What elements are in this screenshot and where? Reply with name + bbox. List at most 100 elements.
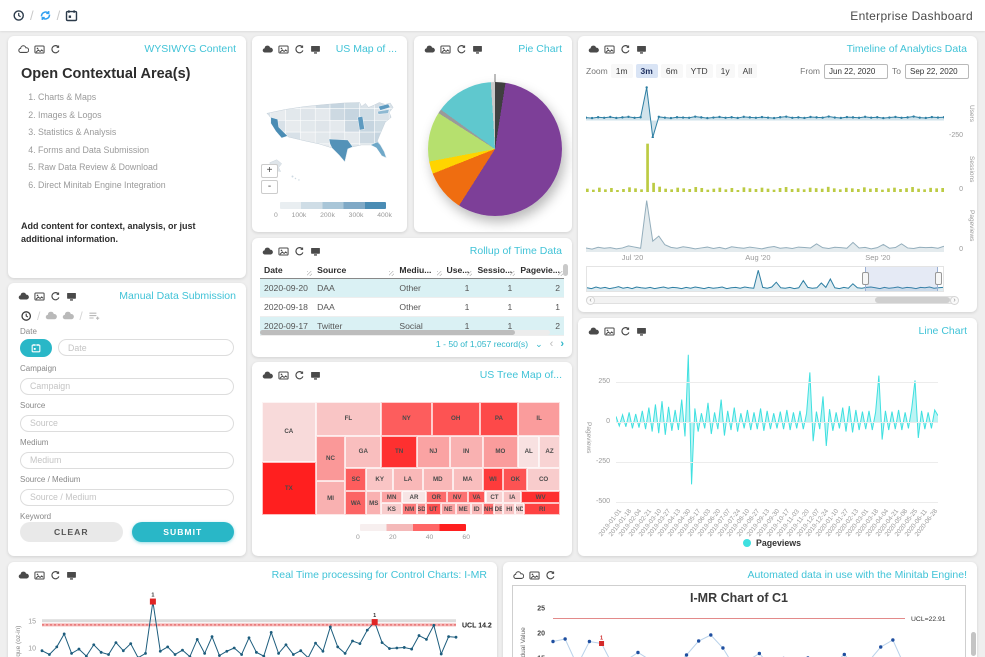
- imr-control-chart[interactable]: 1 1 UCL 14.280 15 10 Loading Torque (oz-in): [12, 588, 497, 657]
- treemap-cell-al[interactable]: AL: [518, 435, 540, 468]
- calendar-icon[interactable]: [65, 9, 78, 22]
- scroll-right-arrow[interactable]: ›: [950, 296, 959, 305]
- source-input[interactable]: [20, 414, 234, 432]
- refresh-icon[interactable]: [456, 44, 467, 55]
- treemap-cell-tn[interactable]: TN: [381, 435, 417, 468]
- zoom-button-3m[interactable]: 3m: [635, 64, 658, 78]
- history-icon[interactable]: [12, 9, 25, 22]
- playlist-icon[interactable]: [88, 310, 100, 322]
- treemap-cell-mn[interactable]: MN: [381, 491, 403, 504]
- treemap-cell-ar[interactable]: AR: [402, 491, 426, 504]
- image-icon[interactable]: [278, 246, 289, 257]
- treemap-cell-hi[interactable]: HI: [503, 503, 516, 515]
- image-icon[interactable]: [34, 291, 45, 302]
- refresh-icon[interactable]: [294, 44, 305, 55]
- refresh-icon[interactable]: [294, 246, 305, 257]
- navigator-right-handle[interactable]: [934, 272, 942, 285]
- treemap-cell-nv[interactable]: NV: [446, 491, 468, 504]
- refresh-icon[interactable]: [545, 570, 556, 581]
- treemap-cell-nc[interactable]: NC: [315, 435, 346, 482]
- treemap-cell-tx[interactable]: TX: [262, 461, 316, 515]
- image-icon[interactable]: [34, 44, 45, 55]
- treemap-cell-nm[interactable]: NM: [402, 503, 417, 515]
- zoom-button-ytd[interactable]: YTD: [685, 64, 713, 78]
- state-new-york[interactable]: [378, 103, 391, 111]
- state-pennsylvania[interactable]: [377, 109, 390, 115]
- campaign-input[interactable]: [20, 377, 234, 395]
- state-illinois[interactable]: [357, 116, 365, 131]
- image-icon[interactable]: [34, 570, 45, 581]
- history-icon[interactable]: [20, 310, 32, 322]
- sessions-series-chart[interactable]: [586, 142, 944, 192]
- column-header[interactable]: Mediu...: [395, 262, 443, 279]
- monitor-icon[interactable]: [636, 44, 647, 55]
- refresh-icon[interactable]: [50, 291, 61, 302]
- cloud-icon[interactable]: [45, 310, 58, 322]
- cloudo-icon[interactable]: [18, 44, 29, 55]
- clear-button[interactable]: CLEAR: [20, 522, 123, 542]
- monitor-icon[interactable]: [472, 44, 483, 55]
- cloud-icon[interactable]: [262, 246, 273, 257]
- calendar-button[interactable]: [20, 339, 52, 357]
- treemap-cell-ms[interactable]: MS: [366, 491, 382, 515]
- treemap-cell-wv[interactable]: WV: [521, 491, 560, 504]
- imr-panel-scrollbar[interactable]: [971, 632, 976, 656]
- table-vertical-scrollbar[interactable]: [563, 264, 568, 276]
- image-icon[interactable]: [604, 326, 615, 337]
- treemap-cell-ky[interactable]: KY: [366, 467, 394, 492]
- treemap-cell-ok[interactable]: OK: [503, 467, 528, 492]
- timeline-navigator[interactable]: [586, 266, 944, 292]
- treemap-cell-pa[interactable]: PA: [479, 402, 519, 436]
- state-california[interactable]: [270, 117, 288, 139]
- source-medium-input[interactable]: [20, 488, 234, 506]
- calendar-icon[interactable]: [31, 343, 41, 353]
- cloud-icon[interactable]: [588, 44, 599, 55]
- to-date-input[interactable]: [905, 63, 969, 79]
- users-series-chart[interactable]: [584, 84, 946, 139]
- us-choropleth-map[interactable]: [256, 80, 404, 198]
- treemap-chart[interactable]: CA TX FL NY OH PA IL NC GA TN NJ IN MO AL AZ MI SC KY LA MD…: [262, 402, 560, 515]
- refresh-icon[interactable]: [294, 370, 305, 381]
- cloudo-icon[interactable]: [513, 570, 524, 581]
- zoom-button-6m[interactable]: 6m: [660, 64, 683, 78]
- cloud-icon[interactable]: [18, 291, 29, 302]
- treemap-cell-ct[interactable]: CT: [485, 491, 504, 504]
- treemap-cell-ny[interactable]: NY: [381, 402, 432, 436]
- treemap-cell-az[interactable]: AZ: [539, 435, 560, 468]
- treemap-cell-ri[interactable]: RI: [524, 503, 560, 515]
- treemap-cell-ca[interactable]: CA: [262, 402, 316, 462]
- cloud-icon[interactable]: [424, 44, 435, 55]
- treemap-cell-ne[interactable]: NE: [440, 503, 456, 515]
- from-date-input[interactable]: [824, 63, 889, 79]
- cloud-icon[interactable]: [18, 570, 29, 581]
- map-zoom-out-button[interactable]: -: [261, 180, 278, 194]
- image-icon[interactable]: [604, 44, 615, 55]
- refresh-icon[interactable]: [620, 44, 631, 55]
- refresh-icon[interactable]: [50, 44, 61, 55]
- cloud-icon[interactable]: [588, 326, 599, 337]
- submit-button[interactable]: SUBMIT: [131, 522, 234, 542]
- treemap-cell-or[interactable]: OR: [425, 491, 447, 504]
- treemap-cell-md[interactable]: MD: [422, 467, 453, 492]
- column-header[interactable]: Sessio...: [473, 262, 517, 279]
- zoom-button-1y[interactable]: 1y: [715, 64, 735, 78]
- treemap-cell-il[interactable]: IL: [518, 402, 560, 436]
- image-icon[interactable]: [529, 570, 540, 581]
- treemap-cell-me[interactable]: ME: [455, 503, 471, 515]
- treemap-cell-mo[interactable]: MO: [482, 435, 519, 468]
- treemap-cell-wa[interactable]: WA: [345, 491, 367, 515]
- image-icon[interactable]: [440, 44, 451, 55]
- treemap-cell-mi[interactable]: MI: [315, 481, 346, 515]
- treemap-cell-sd[interactable]: SD: [416, 503, 426, 515]
- monitor-icon[interactable]: [636, 326, 647, 337]
- treemap-cell-nd[interactable]: ND: [515, 503, 525, 515]
- monitor-icon[interactable]: [66, 570, 77, 581]
- monitor-icon[interactable]: [310, 370, 321, 381]
- treemap-cell-va[interactable]: VA: [467, 491, 486, 504]
- monitor-icon[interactable]: [310, 246, 321, 257]
- monitor-icon[interactable]: [310, 44, 321, 55]
- state-texas[interactable]: [328, 138, 354, 163]
- pageviews-line-chart[interactable]: [615, 350, 939, 502]
- treemap-cell-la[interactable]: LA: [393, 467, 423, 492]
